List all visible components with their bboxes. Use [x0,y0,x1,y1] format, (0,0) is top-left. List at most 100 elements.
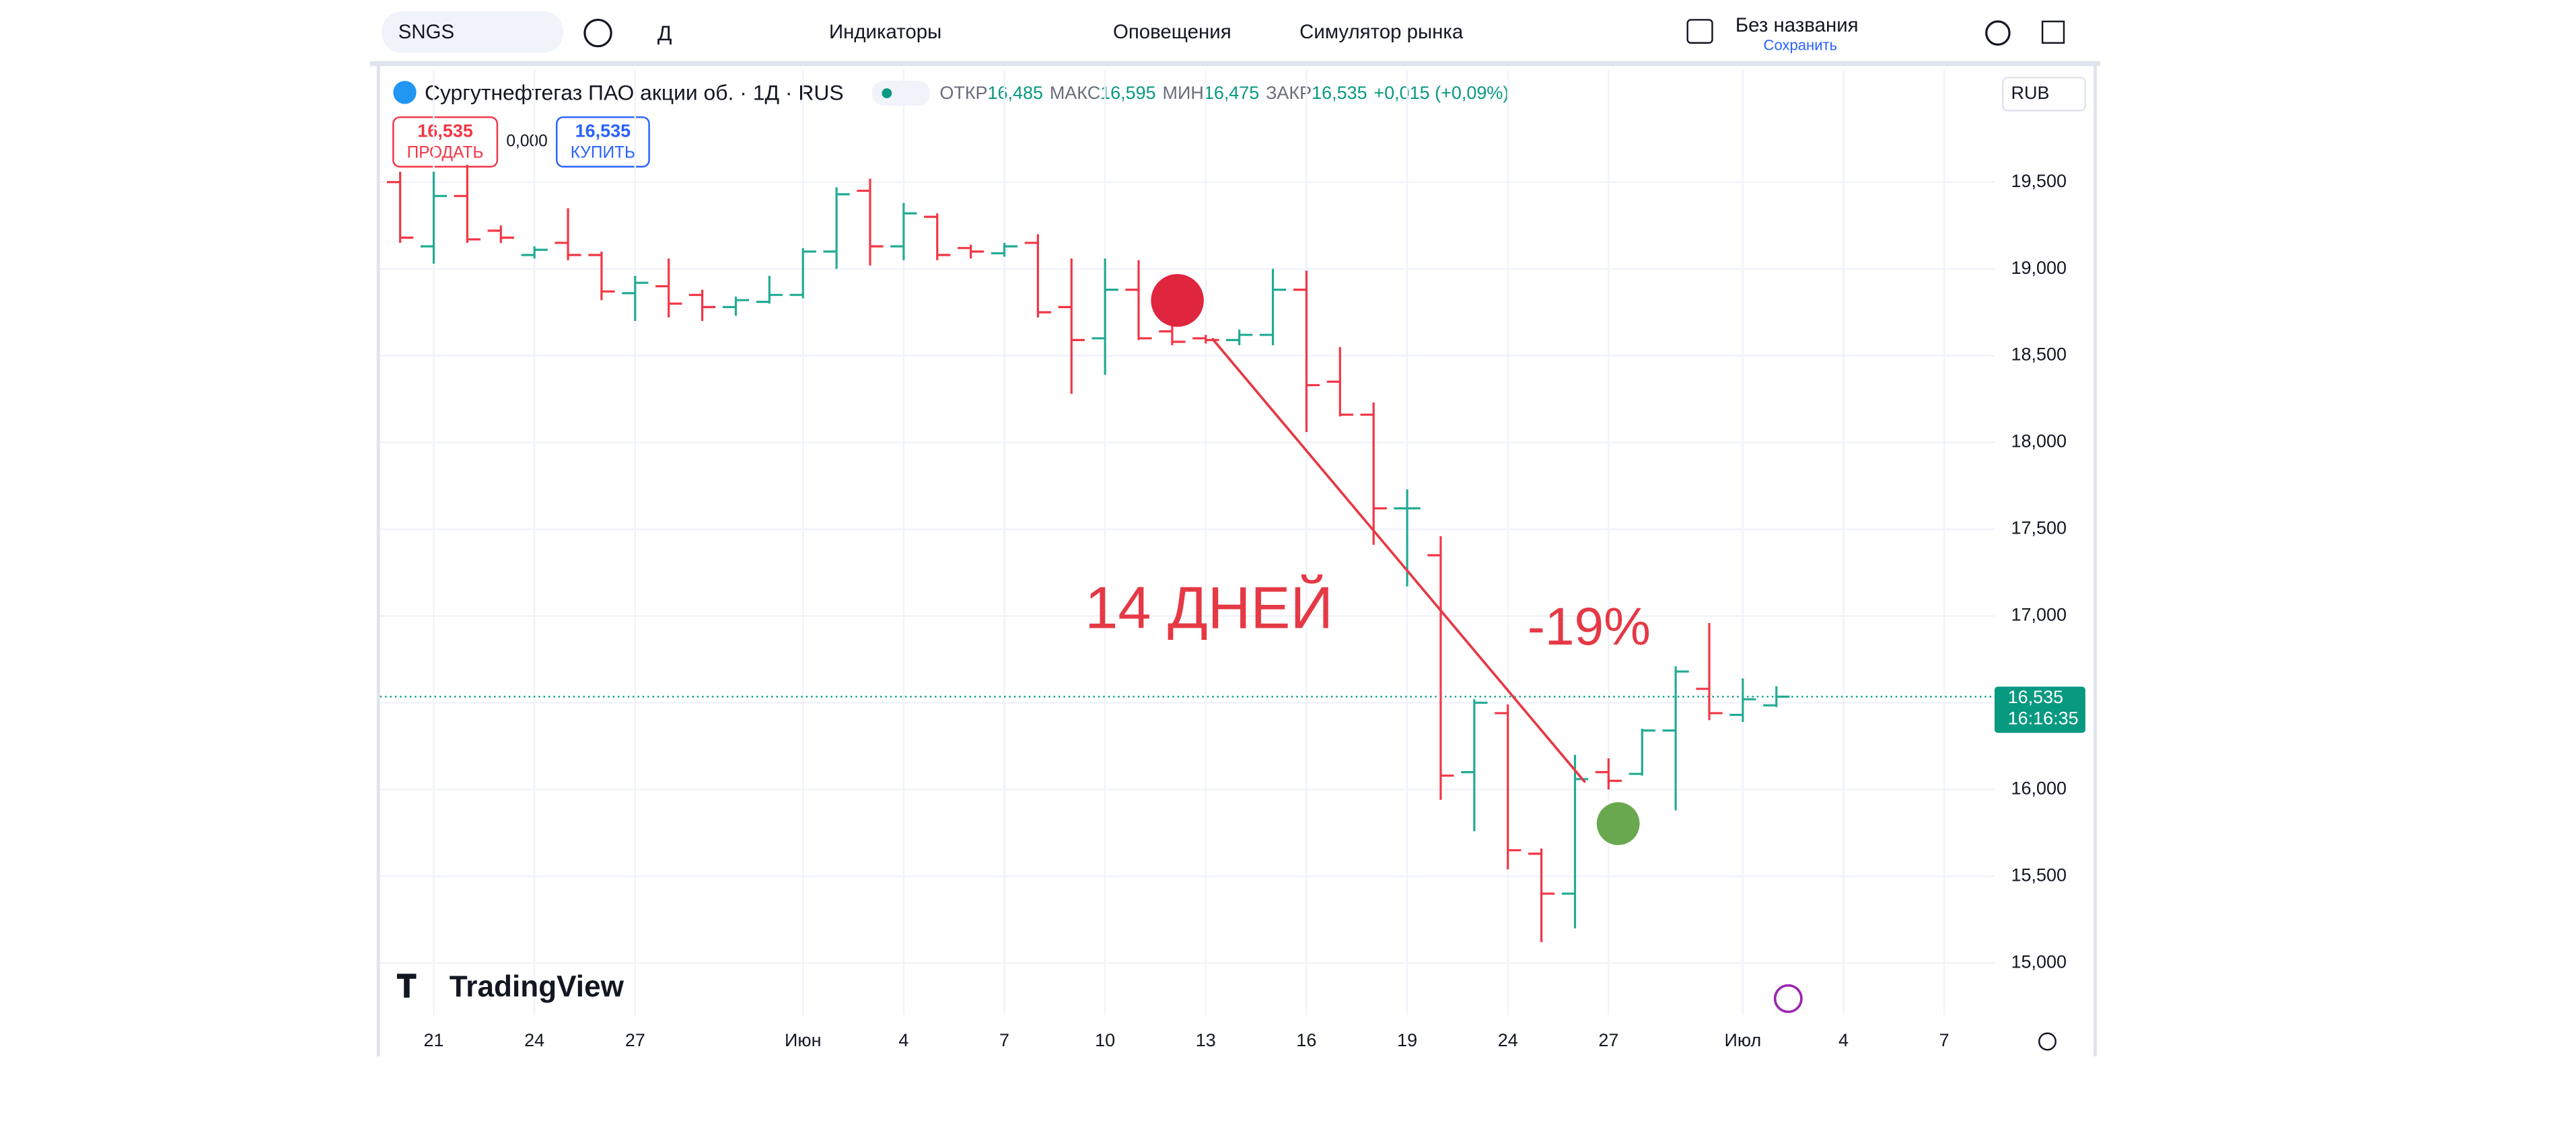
y-tick-label: 16,000 [2011,778,2067,799]
close-label: ЗАКР [1266,83,1312,103]
ohlc-bar [1629,729,1655,776]
toolbar: SNGS Д Индикаторы Оповещения Симулятор р… [382,11,2065,54]
ohlc-bar [1763,686,1790,707]
ohlc-bar [756,275,783,304]
brand-logo: 𝐓 [396,969,417,1004]
layout-icon[interactable] [1686,19,1713,44]
x-tick-label: 21 [424,1030,444,1050]
plot: 15,00015,50016,00016,50017,00017,50018,0… [380,69,2067,1050]
ohlc-bar [1259,268,1287,346]
status-badge [871,81,930,106]
ohlc-bar [1360,402,1387,545]
ohlc-bar [1461,699,1488,832]
add-symbol-icon[interactable] [583,18,612,48]
layout-name[interactable]: Без названия [1736,14,1859,36]
sell-button[interactable] [392,116,499,168]
x-tick-label: Июн [785,1030,822,1050]
y-tick-label: 18,500 [2011,344,2067,365]
ohlc-bar [1024,234,1052,318]
ohlc-bar [1595,758,1622,790]
ohlc-bar [722,296,750,316]
close-value: 16,535 [1312,83,1367,103]
open-value: 16,485 [988,83,1044,103]
ohlc-bar [1092,258,1118,375]
settings-icon[interactable] [1985,20,2011,46]
x-tick-label: 7 [999,1030,1009,1050]
alerts-button[interactable]: Оповещения [1113,21,1231,43]
x-tick-label: 7 [1939,1030,1949,1050]
ohlc-bar [924,213,951,260]
ohlc-bar [1125,260,1152,340]
x-tick-label: 4 [1838,1030,1849,1050]
low-value: 16,475 [1204,83,1260,103]
indicators-button[interactable]: Индикаторы [829,21,941,43]
buy-label[interactable]: КУПИТЬ [571,144,635,162]
ohlc-bar [554,208,581,260]
ohlc-bar [622,275,649,322]
currency-selector[interactable] [2002,77,2087,112]
interval[interactable]: Д [657,21,672,45]
price-label-box [1994,686,2085,733]
ohlc-bar [387,172,414,243]
fullscreen-icon[interactable] [2041,20,2065,44]
ohlc-bar [1326,347,1353,416]
y-tick-label: 18,000 [2011,431,2067,451]
legend-ohlc: ОТКР16,485 МАКС16,595 МИН16,475 ЗАКР16,535 +… [939,83,1509,103]
y-tick-label: 15,000 [2011,951,2067,972]
ohlc-bar [890,203,917,260]
high-value: 16,595 [1100,83,1156,103]
replay-button[interactable]: Симулятор рынка [1299,21,1464,43]
x-tick-label: 24 [524,1030,544,1050]
ohlc-bar [857,178,884,266]
x-tick-label: 19 [1397,1030,1417,1050]
y-tick-label: 19,000 [2011,258,2067,278]
buy-price[interactable]: 16,535 [575,120,631,141]
ohlc-bar [454,164,481,243]
x-tick-label: 27 [1598,1030,1618,1050]
ohlc-bar [487,225,514,243]
save-label[interactable]: Сохранить [1764,37,1838,54]
entry-marker [1151,274,1204,327]
last-price: 16,535 [2008,687,2064,707]
duration-annotation: 14 ДНЕЙ [1085,573,1333,641]
symbol[interactable]: SNGS [398,21,454,43]
sell-price[interactable]: 16,535 [417,120,473,141]
ohlc-bar [1729,678,1756,722]
currency[interactable]: RUB [2011,83,2050,103]
countdown: 16:16:35 [2008,708,2079,729]
ohlc-bar [1293,270,1320,433]
y-tick-label: 17,000 [2011,605,2067,625]
separator [370,61,2100,67]
sell-label[interactable]: ПРОДАТЬ [407,144,484,162]
x-tick-label: 27 [625,1030,645,1050]
ohlc-bar [1495,704,1522,870]
x-tick-label: 13 [1196,1030,1216,1050]
ohlc-bar [1696,622,1723,721]
axis-settings-icon[interactable] [2038,1032,2056,1051]
x-tick-label: Июл [1724,1030,1761,1050]
ohlc-bar [420,172,448,264]
low-label: МИН [1162,83,1203,103]
market-open-dot [882,88,892,98]
change-annotation: -19% [1528,597,1651,656]
y-tick-label: 19,500 [2011,171,2067,191]
ohlc-bar [688,289,716,322]
y-tick-label: 15,500 [2011,865,2067,885]
ohlc-bar [1226,329,1253,346]
trend-line [1211,337,1586,784]
buy-button[interactable] [555,116,650,168]
open-label: ОТКР [939,83,987,103]
x-tick-label: 24 [1498,1030,1518,1050]
brand: TradingView [450,970,624,1003]
ohlc-bar [957,244,985,259]
events-icon[interactable] [1773,984,1803,1013]
symbol-search[interactable] [382,11,564,53]
exit-marker [1596,802,1640,846]
change-value: +0,015 (+0,09%) [1373,83,1509,103]
ohlc-bar [1528,848,1555,943]
ohlc-bar [1427,536,1454,800]
ohlc-bar [823,187,850,269]
ohlc-bar [1058,258,1085,394]
ohlc-bar [521,246,548,259]
